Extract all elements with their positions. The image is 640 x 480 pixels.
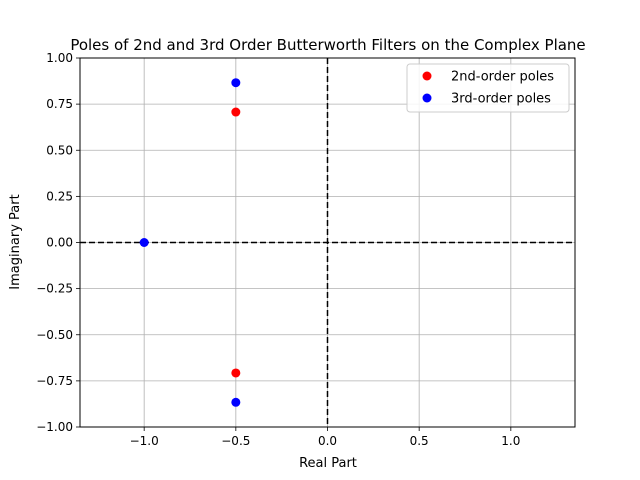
y-axis-label: Imaginary Part xyxy=(8,194,23,289)
y-tick-label: −0.25 xyxy=(36,282,73,296)
x-tick-label: 0.5 xyxy=(410,434,429,448)
legend-marker xyxy=(422,71,432,81)
x-tick-label: −0.5 xyxy=(221,434,250,448)
x-axis-label: Real Part xyxy=(299,456,357,471)
y-tick-label: 0.25 xyxy=(46,189,73,203)
y-tick-label: −0.75 xyxy=(36,374,73,388)
pole-point-series-1 xyxy=(231,107,241,117)
pole-point-series-2 xyxy=(231,78,241,88)
y-tick-label: 0.75 xyxy=(46,97,73,111)
reference-lines xyxy=(80,58,575,427)
legend-label: 3rd-order poles xyxy=(451,92,551,107)
legend-marker xyxy=(422,93,432,103)
pole-point-series-1 xyxy=(231,368,241,378)
legend-label: 2nd-order poles xyxy=(451,70,554,85)
pole-point-series-2 xyxy=(139,238,149,247)
y-tick-label: 0.50 xyxy=(46,143,73,157)
legend: 2nd-order poles 3rd-order poles xyxy=(406,63,570,113)
chart-title: Poles of 2nd and 3rd Order Butterworth F… xyxy=(70,36,585,54)
x-tick-label: 0.0 xyxy=(318,434,337,448)
x-tick-label: −1.0 xyxy=(130,434,159,448)
y-tick-label: 1.00 xyxy=(46,51,73,65)
pole-point-series-2 xyxy=(231,397,241,407)
y-tick-label: 0.00 xyxy=(46,236,73,250)
y-tick-label: −1.00 xyxy=(36,420,73,434)
y-axis-ticks: −1.00 −0.75 −0.50 −0.25 0.00 0.25 0.50 0.75 1.00 xyxy=(36,51,80,434)
x-tick-label: 1.0 xyxy=(501,434,520,448)
x-axis-ticks: −1.0 −0.5 0.0 0.5 1.0 xyxy=(130,427,520,448)
legend-box xyxy=(406,63,570,113)
y-tick-label: −0.50 xyxy=(36,328,73,342)
data-points xyxy=(139,78,241,407)
